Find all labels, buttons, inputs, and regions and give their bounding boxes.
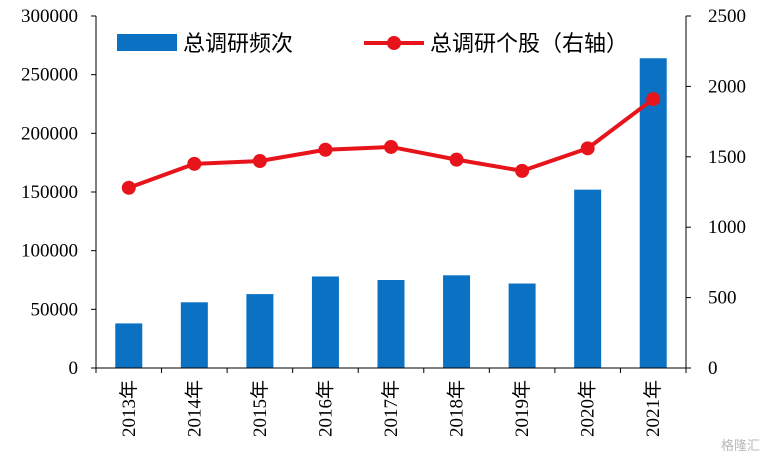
x-tick-label: 2017年 (380, 380, 402, 437)
right-tick-label: 2000 (708, 76, 746, 97)
line-point-2021年 (646, 92, 661, 107)
line-point-2019年 (515, 163, 530, 178)
legend-bar-swatch (117, 34, 177, 51)
line-point-2020年 (580, 141, 595, 156)
left-tick-label: 50000 (31, 299, 79, 320)
left-tick-label: 250000 (21, 65, 78, 86)
x-tick-label: 2016年 (314, 380, 336, 437)
left-tick-label: 200000 (21, 123, 78, 144)
bar-2015年 (246, 294, 274, 368)
x-tick-label: 2020年 (577, 380, 599, 437)
line-point-2016年 (318, 142, 333, 157)
bar-2016年 (311, 276, 339, 368)
bar-2019年 (508, 283, 536, 368)
x-axis-ticks: 2013年 2014年 2015年 2016年 2017年 2018年 2019年 2020年… (95, 368, 687, 437)
left-tick-label: 150000 (21, 182, 78, 203)
right-tick-label: 0 (708, 358, 718, 379)
x-tick-label: 2018年 (446, 380, 468, 437)
line-point-2018年 (449, 152, 464, 167)
bar-series-total-research-frequency (115, 58, 667, 369)
x-tick-label: 2019年 (511, 380, 533, 437)
line-point-2014年 (187, 156, 202, 171)
x-tick-label: 2015年 (249, 380, 271, 437)
bar-2014年 (180, 302, 208, 368)
legend-line-marker (387, 36, 401, 50)
legend-bar-label: 总调研频次 (183, 32, 293, 57)
watermark: 格隆汇 (720, 439, 760, 454)
line-series-total-researched-stocks (121, 92, 661, 195)
right-axis-ticks: 0 500 1000 1500 2000 2500 (686, 6, 746, 379)
bar-2018年 (443, 275, 471, 368)
legend: 总调研频次 总调研个股（右轴） (117, 32, 628, 57)
x-tick-label: 2013年 (118, 380, 140, 437)
line-point-2017年 (384, 139, 398, 154)
right-tick-label: 2500 (708, 6, 746, 27)
right-tick-label: 500 (708, 288, 737, 309)
bar-2020年 (574, 189, 602, 368)
left-tick-label: 300000 (21, 6, 78, 27)
bar-2013年 (115, 323, 143, 368)
left-tick-label: 0 (69, 358, 79, 379)
left-axis-ticks: 0 50000 100000 150000 200000 250000 300000 (21, 6, 96, 379)
left-tick-label: 100000 (21, 241, 78, 262)
right-tick-label: 1000 (708, 217, 746, 238)
line-point-2015年 (252, 154, 267, 169)
x-tick-label: 2014年 (183, 380, 205, 437)
line-point-2013年 (121, 180, 136, 195)
x-tick-label: 2021年 (642, 380, 664, 437)
right-tick-label: 1500 (708, 147, 746, 168)
bar-2017年 (377, 280, 405, 368)
bar-2021年 (639, 58, 667, 369)
legend-line-label: 总调研个股（右轴） (430, 32, 628, 57)
